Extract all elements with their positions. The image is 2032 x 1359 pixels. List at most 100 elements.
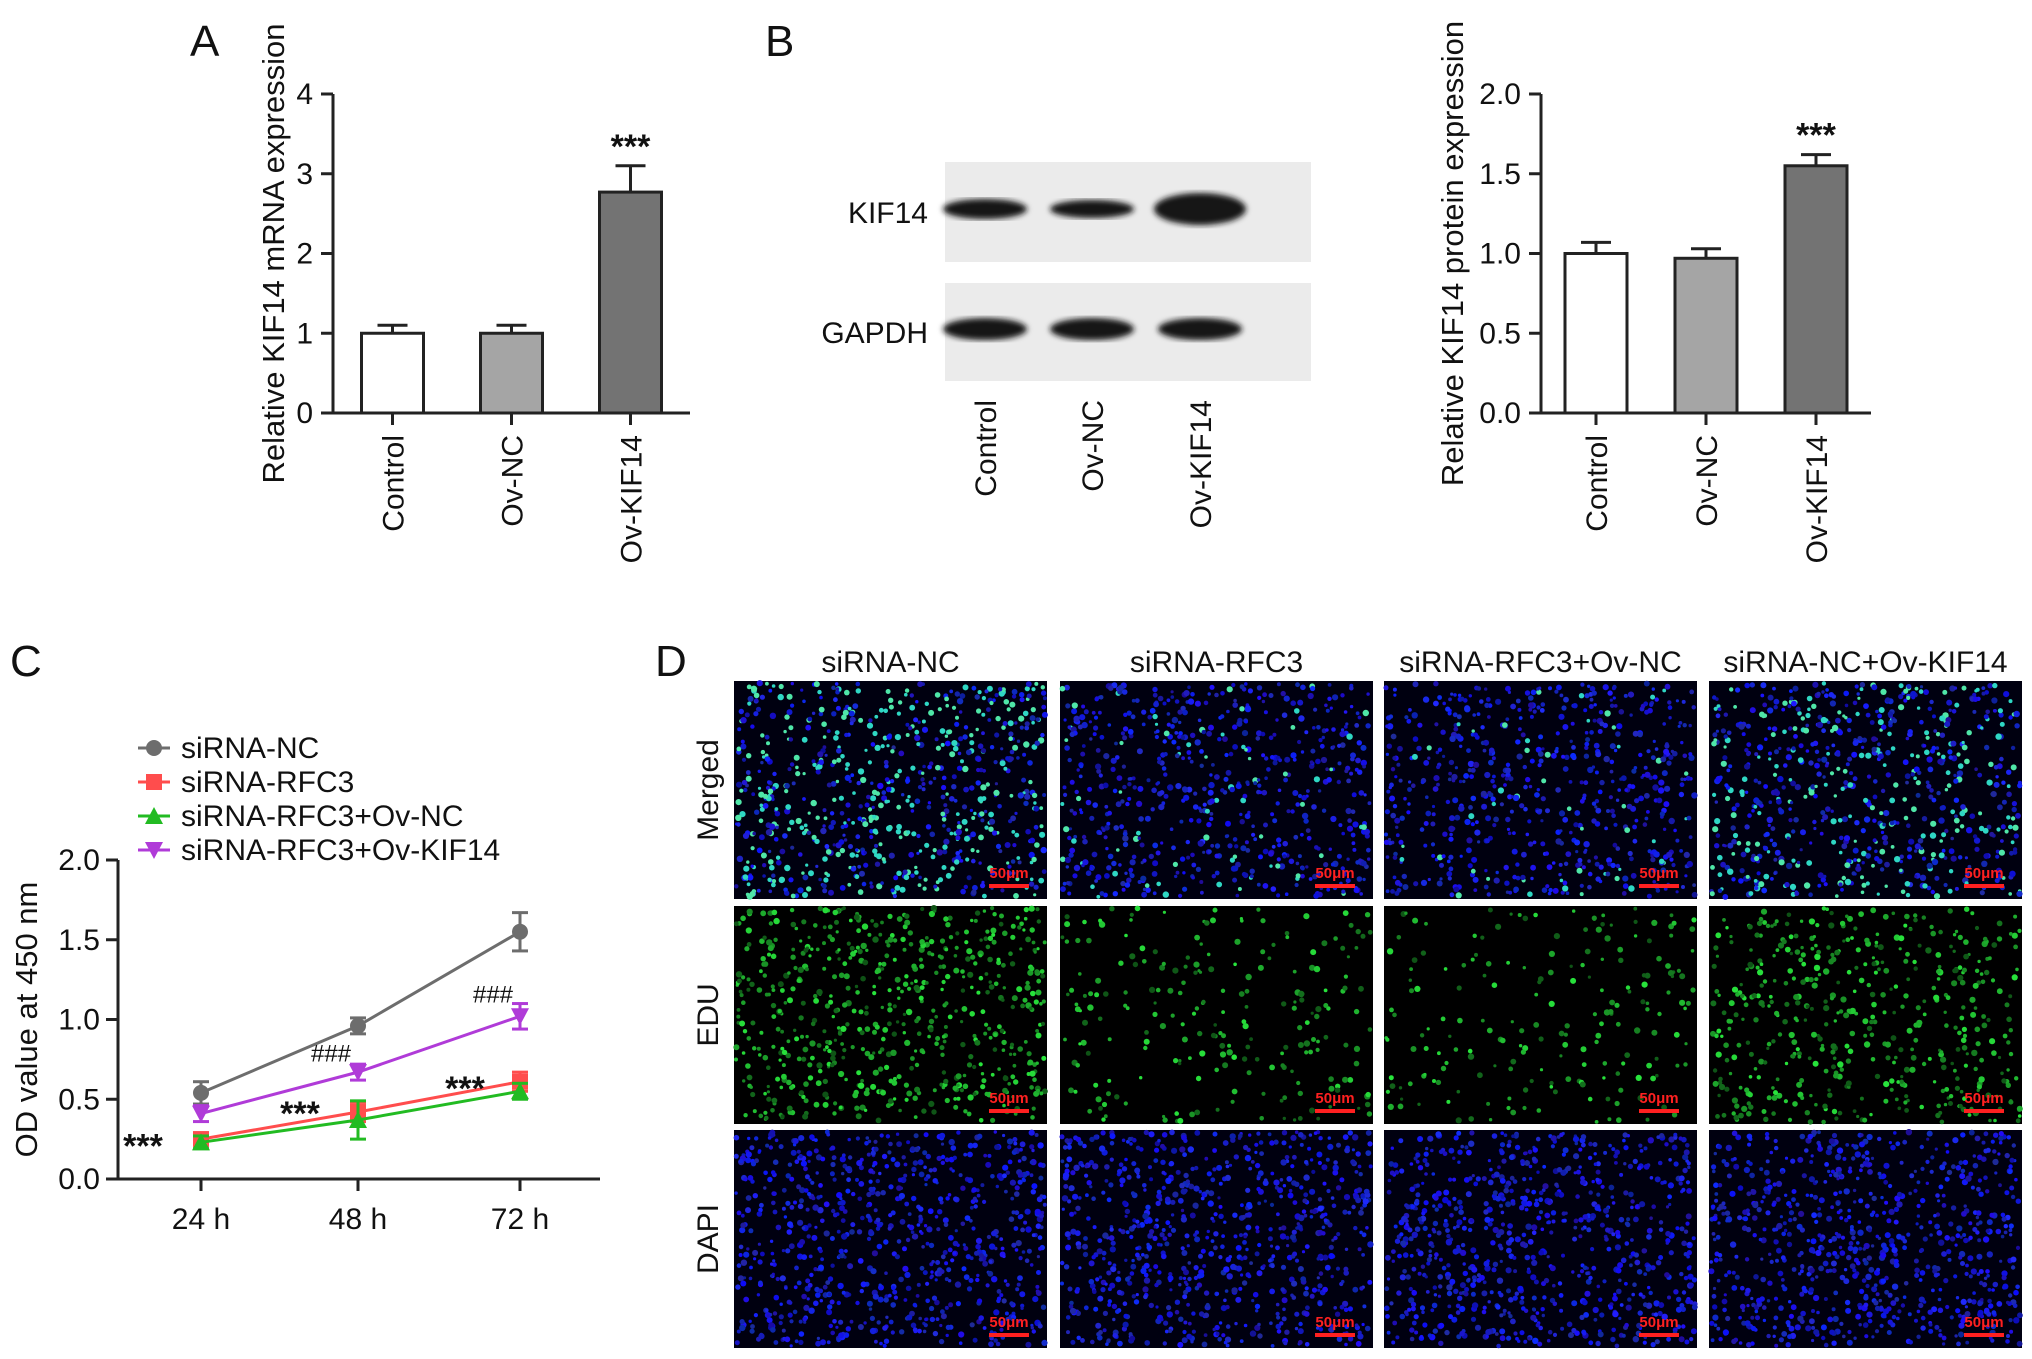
cell-nucleus (1078, 1042, 1082, 1046)
cell-nucleus (981, 1078, 987, 1084)
cell-nucleus (1245, 1044, 1251, 1050)
cell-nucleus (878, 976, 882, 980)
cell-nucleus (1468, 694, 1473, 698)
cell-nucleus (1072, 811, 1078, 816)
cell-nucleus (1011, 1210, 1016, 1215)
cell-nucleus (990, 906, 995, 911)
cell-nucleus (1786, 912, 1792, 918)
cell-nucleus (1789, 689, 1793, 693)
cell-nucleus (844, 732, 849, 738)
scale-bar (1964, 884, 2004, 888)
cell-nucleus (851, 821, 855, 825)
cell-nucleus (1137, 836, 1142, 840)
cell-nucleus (2008, 892, 2012, 896)
cell-nucleus (779, 848, 786, 855)
cell-nucleus (1422, 696, 1430, 703)
cell-nucleus (744, 712, 750, 718)
cell-nucleus (828, 999, 834, 1005)
cell-nucleus (807, 1062, 813, 1068)
cell-nucleus (1871, 746, 1877, 753)
cell-nucleus (815, 1171, 819, 1175)
cell-nucleus (770, 1108, 775, 1113)
cell-nucleus (862, 959, 869, 966)
cell-nucleus (1910, 1047, 1914, 1052)
cell-nucleus (1518, 716, 1523, 720)
cell-nucleus (1717, 707, 1722, 711)
cell-nucleus (1409, 967, 1413, 971)
cell-nucleus (1937, 964, 1942, 969)
cell-nucleus (1677, 724, 1681, 728)
cell-nucleus (1824, 763, 1829, 768)
cell-nucleus (1882, 763, 1887, 767)
cell-nucleus (905, 1237, 911, 1243)
cell-nucleus (1163, 752, 1168, 757)
cell-nucleus (1784, 921, 1790, 927)
cell-nucleus (1257, 964, 1264, 971)
cell-nucleus (961, 1006, 968, 1012)
cell-nucleus (1136, 800, 1143, 808)
panel-c-data-point (512, 923, 528, 940)
cell-nucleus (885, 689, 891, 694)
cell-nucleus (1404, 715, 1409, 720)
cell-nucleus (892, 957, 897, 962)
cell-nucleus (1453, 886, 1460, 893)
cell-nucleus (811, 834, 817, 840)
cell-nucleus (814, 838, 820, 845)
cell-nucleus (887, 1007, 893, 1013)
cell-nucleus (1749, 707, 1756, 714)
cell-nucleus (1304, 1050, 1309, 1055)
cell-nucleus (1651, 687, 1656, 691)
microscopy-row-label: Merged (692, 739, 725, 841)
cell-nucleus (1609, 743, 1616, 750)
cell-nucleus (1993, 781, 2000, 788)
cell-nucleus (1012, 744, 1019, 751)
cell-nucleus (1013, 893, 1019, 899)
cell-nucleus (1025, 681, 1032, 687)
cell-nucleus (1091, 710, 1096, 715)
cell-nucleus (772, 1262, 777, 1267)
cell-nucleus (902, 1246, 907, 1252)
cell-nucleus (1530, 864, 1536, 871)
cell-nucleus (1073, 864, 1081, 872)
cell-nucleus (873, 922, 879, 928)
cell-nucleus (1664, 683, 1671, 690)
cell-nucleus (1239, 812, 1243, 817)
cell-nucleus (1440, 729, 1446, 735)
cell-nucleus (1182, 709, 1188, 716)
cell-nucleus (1163, 730, 1170, 737)
cell-nucleus (1865, 752, 1872, 759)
cell-nucleus (1548, 950, 1555, 958)
panel-a-x-tick-label: Ov-NC (497, 435, 530, 527)
cell-nucleus (1325, 767, 1329, 771)
cell-nucleus (918, 1171, 925, 1178)
cell-nucleus (1033, 893, 1037, 897)
cell-nucleus (1758, 916, 1764, 922)
cell-nucleus (1772, 954, 1776, 958)
cell-nucleus (1820, 810, 1826, 816)
cell-nucleus (1031, 792, 1038, 799)
cell-nucleus (1812, 819, 1817, 825)
cell-nucleus (1827, 1092, 1833, 1098)
cell-nucleus (885, 1134, 891, 1139)
cell-nucleus (1785, 754, 1792, 761)
cell-nucleus (1823, 1005, 1830, 1012)
cell-nucleus (1202, 802, 1207, 807)
cell-nucleus (1995, 775, 1999, 779)
cell-nucleus (742, 1079, 746, 1083)
cell-nucleus (1562, 1041, 1569, 1048)
cell-nucleus (1861, 737, 1868, 743)
panel-b-y-tick-label: 1.0 (1479, 238, 1521, 271)
cell-nucleus (1504, 767, 1511, 774)
cell-nucleus (1964, 906, 1970, 912)
cell-nucleus (868, 1179, 873, 1184)
cell-nucleus (810, 1021, 816, 1027)
cell-nucleus (1950, 1061, 1954, 1066)
cell-nucleus (749, 1328, 755, 1334)
micrograph-background (1384, 906, 1697, 1124)
cell-nucleus (1396, 935, 1402, 940)
cell-nucleus (998, 921, 1004, 927)
scale-bar (1315, 1109, 1355, 1113)
cell-nucleus (1028, 881, 1035, 887)
cell-nucleus (1239, 706, 1245, 712)
cell-nucleus (1123, 990, 1128, 995)
